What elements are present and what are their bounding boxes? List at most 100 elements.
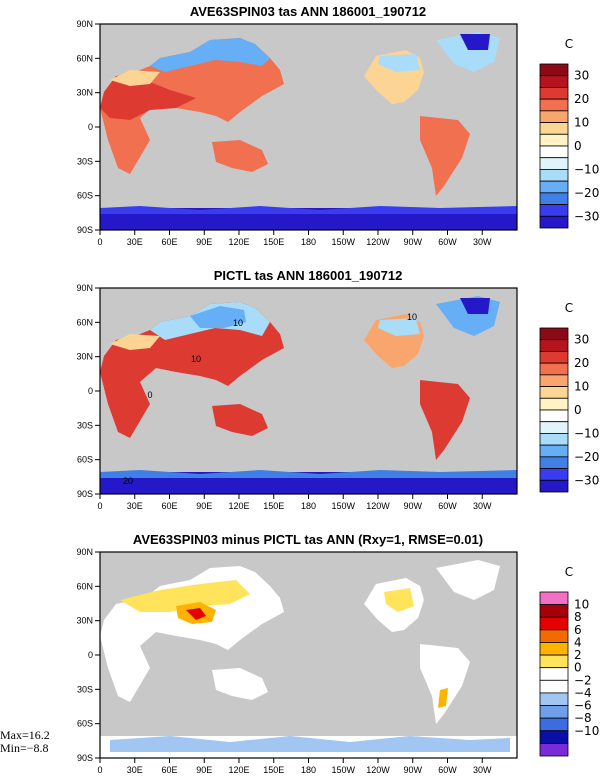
lon-tick-label: 90W xyxy=(403,501,422,511)
colorbar-swatch xyxy=(539,456,569,469)
colorbar-swatch xyxy=(539,421,569,434)
lon-tick-label: 90W xyxy=(403,237,422,247)
land-cold-canada xyxy=(378,54,420,72)
colorbar-swatch xyxy=(539,351,569,364)
land-antarctica-coast xyxy=(100,206,517,214)
colorbar-swatch xyxy=(539,87,569,100)
colorbar-swatch xyxy=(539,479,569,493)
colorbar-label: 30 xyxy=(574,333,589,347)
lat-tick-label: 90N xyxy=(76,547,93,557)
colorbar-swatch xyxy=(539,192,569,205)
colorbar-unit-label: C xyxy=(565,301,573,315)
lon-tick-label: 150W xyxy=(331,237,355,247)
land-south-america xyxy=(420,644,470,724)
colorbar-swatch xyxy=(539,110,569,123)
land-coldest-siberia xyxy=(190,306,246,328)
lon-tick-label: 30E xyxy=(127,765,143,775)
lat-tick-label: 30N xyxy=(76,616,93,626)
land-south-america xyxy=(420,380,470,460)
lon-tick-label: 0 xyxy=(97,501,102,511)
lon-tick-label: 60W xyxy=(438,237,457,247)
land-antarctica-cool-anomaly xyxy=(110,736,510,752)
colorbar-swatch xyxy=(539,730,569,744)
colorbar-label: −6 xyxy=(574,699,592,713)
land-mild-europe xyxy=(110,334,160,350)
lon-tick-label: 30W xyxy=(473,765,492,775)
colorbar-swatch xyxy=(539,362,569,376)
colorbar-swatch xyxy=(539,122,569,135)
lat-tick-label: 30S xyxy=(77,156,93,166)
lon-tick-label: 90W xyxy=(403,765,422,775)
contour-label: 10 xyxy=(233,318,243,328)
colorbar-swatch xyxy=(539,204,569,217)
lat-tick-label: 90S xyxy=(77,753,93,763)
lon-tick-label: 120W xyxy=(366,765,390,775)
colorbar-swatch xyxy=(539,374,569,387)
colorbar-swatch xyxy=(539,386,569,399)
colorbar: 30 20 10 0 −10 −20 −30 xyxy=(539,327,599,493)
land-south-america xyxy=(420,116,470,196)
colorbar-label: −10 xyxy=(574,724,599,738)
panel-ave63spin03: AVE63SPIN03 tas ANN 186001_190712 90N 60N… xyxy=(76,4,599,247)
lon-tick-label: 90E xyxy=(196,765,212,775)
lat-tick-label: 60S xyxy=(77,191,93,201)
lon-tick-label: 30W xyxy=(473,237,492,247)
land-antarctica-coast xyxy=(100,470,517,478)
lat-tick-label: 90S xyxy=(77,489,93,499)
lon-tick-label: 120W xyxy=(366,501,390,511)
lat-tick-label: 60S xyxy=(77,719,93,729)
colorbar-label: 4 xyxy=(574,635,582,649)
lon-tick-label: 30W xyxy=(473,501,492,511)
lat-tick-label: 30S xyxy=(77,420,93,430)
colorbar-swatch xyxy=(539,742,569,757)
lat-tick-label: 90N xyxy=(76,19,93,29)
colorbar-label: −30 xyxy=(574,209,599,223)
colorbar-swatch xyxy=(539,215,569,229)
colorbar-label: −8 xyxy=(574,711,592,725)
lat-tick-label: 0 xyxy=(88,122,93,132)
lon-tick-label: 60W xyxy=(438,765,457,775)
lat-axis: 90N 60N 30N 0 30S 60S 90S xyxy=(76,283,100,499)
colorbar: 30 20 10 0 −10 −20 −30 xyxy=(539,63,599,229)
lon-axis: 0 30E 60E 90E 120E 150E 180 150W 120W 90W 60W 30W xyxy=(97,758,492,775)
lon-tick-label: 180 xyxy=(301,765,316,775)
colorbar-label: 10 xyxy=(574,598,589,612)
colorbar-label: −20 xyxy=(574,186,599,200)
colorbar-unit-label: C xyxy=(565,565,573,579)
colorbar-swatch xyxy=(539,717,569,732)
colorbar-label: 10 xyxy=(574,116,589,130)
lat-tick-label: 60N xyxy=(76,581,93,591)
lon-axis: 0 30E 60E 90E 120E 150E 180 150W 120W 90W 60W 30W xyxy=(97,230,492,247)
lat-tick-label: 90S xyxy=(77,225,93,235)
colorbar-label: 30 xyxy=(574,69,589,83)
lon-tick-label: 150E xyxy=(263,765,284,775)
land-tibet-peak xyxy=(186,608,206,620)
land-greenland xyxy=(436,560,500,600)
colorbar-swatch xyxy=(539,667,569,681)
contour-label: 0 xyxy=(147,390,152,400)
lat-tick-label: 90N xyxy=(76,283,93,293)
colorbar-label: 0 xyxy=(574,403,582,417)
lon-tick-label: 180 xyxy=(301,237,316,247)
land-mild-europe xyxy=(110,70,160,86)
land-australia xyxy=(212,404,268,436)
lat-tick-label: 60N xyxy=(76,317,93,327)
land-cold-canada xyxy=(378,318,420,336)
lon-tick-label: 150E xyxy=(263,237,284,247)
lon-tick-label: 30E xyxy=(127,237,143,247)
lon-tick-label: 150W xyxy=(331,765,355,775)
colorbar-label: −4 xyxy=(574,686,592,700)
panel-3-title: AVE63SPIN03 minus PICTL tas ANN (Rxy=1, … xyxy=(133,532,483,547)
lat-tick-label: 30S xyxy=(77,684,93,694)
land-hot-africa-arabia xyxy=(100,76,196,120)
min-value-label: Min=−8.8 xyxy=(0,741,49,755)
lon-tick-label: 90E xyxy=(196,501,212,511)
lon-tick-label: 120E xyxy=(228,237,249,247)
colorbar-swatch xyxy=(539,642,569,656)
land-australia xyxy=(212,668,268,700)
colorbar-label: −10 xyxy=(574,426,599,440)
lat-tick-label: 30N xyxy=(76,352,93,362)
colorbar-label: 8 xyxy=(574,610,582,624)
land-na-warm-anomaly xyxy=(384,588,414,612)
colorbar-swatch xyxy=(539,468,569,481)
